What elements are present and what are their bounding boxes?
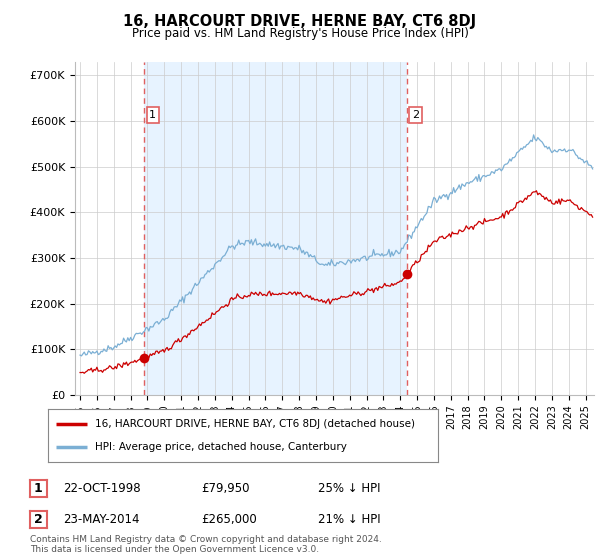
Bar <box>144 62 407 395</box>
Text: 2: 2 <box>412 110 419 120</box>
Text: £79,950: £79,950 <box>201 482 250 495</box>
Text: 16, HARCOURT DRIVE, HERNE BAY, CT6 8DJ: 16, HARCOURT DRIVE, HERNE BAY, CT6 8DJ <box>124 14 476 29</box>
Text: £265,000: £265,000 <box>201 512 257 526</box>
Text: HPI: Average price, detached house, Canterbury: HPI: Average price, detached house, Cant… <box>95 442 347 452</box>
Text: 22-OCT-1998: 22-OCT-1998 <box>63 482 140 495</box>
Text: 25% ↓ HPI: 25% ↓ HPI <box>318 482 380 495</box>
Text: 1: 1 <box>34 482 43 495</box>
Text: Price paid vs. HM Land Registry's House Price Index (HPI): Price paid vs. HM Land Registry's House … <box>131 27 469 40</box>
Text: Contains HM Land Registry data © Crown copyright and database right 2024.
This d: Contains HM Land Registry data © Crown c… <box>30 535 382 554</box>
Text: 21% ↓ HPI: 21% ↓ HPI <box>318 512 380 526</box>
Text: 2: 2 <box>34 512 43 526</box>
Text: 1: 1 <box>149 110 157 120</box>
Text: 16, HARCOURT DRIVE, HERNE BAY, CT6 8DJ (detached house): 16, HARCOURT DRIVE, HERNE BAY, CT6 8DJ (… <box>95 419 415 429</box>
Text: 23-MAY-2014: 23-MAY-2014 <box>63 512 139 526</box>
